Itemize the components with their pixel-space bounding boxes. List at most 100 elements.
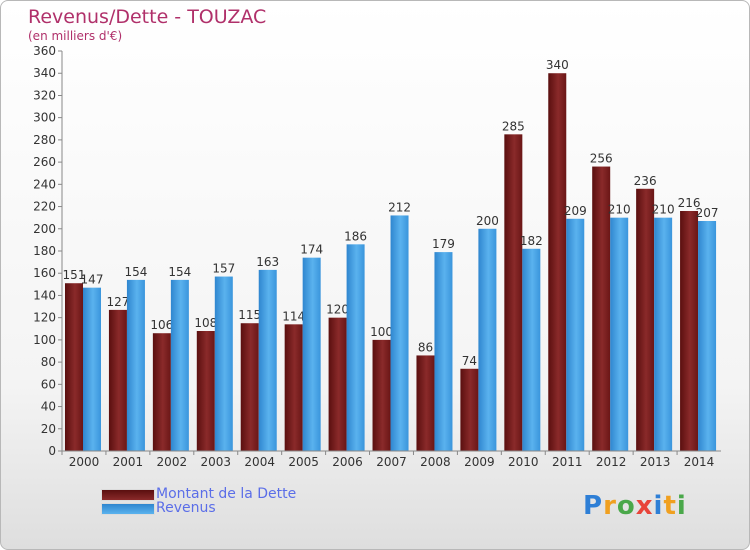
x-tick-label-2009: 2009	[464, 455, 495, 469]
bar-debt-2000	[65, 283, 83, 451]
data-label-revenue-2002: 154	[168, 265, 191, 279]
data-label-revenue-2004: 163	[256, 255, 279, 269]
data-label-revenue-2014: 207	[696, 206, 719, 220]
chart-title: Revenus/Dette - TOUZAC	[28, 6, 267, 28]
bar-revenue-2001	[126, 279, 145, 451]
data-label-revenue-2001: 154	[124, 265, 147, 279]
data-label-revenue-2011: 209	[564, 204, 587, 218]
bar-debt-2010	[504, 134, 523, 452]
data-label-debt-2013: 236	[634, 174, 657, 188]
logo-letter: P	[583, 491, 604, 521]
x-tick-label-2010: 2010	[508, 455, 539, 469]
legend-label-revenue: Revenus	[156, 500, 216, 516]
logo-letter: x	[635, 491, 654, 521]
chart-subtitle: (en milliers d'€)	[28, 29, 123, 43]
x-tick-label-2007: 2007	[376, 455, 407, 469]
data-label-revenue-2013: 210	[652, 203, 675, 217]
logo-letter: r	[603, 491, 617, 521]
data-label-debt-2009: 74	[462, 354, 477, 368]
y-tick-label-60: 60	[41, 377, 56, 391]
x-tick-label-2008: 2008	[420, 455, 451, 469]
data-label-debt-2006: 120	[326, 303, 349, 317]
bar-debt-2009	[460, 368, 479, 451]
x-tick-label-2013: 2013	[640, 455, 671, 469]
bar-revenue-2007	[390, 215, 409, 451]
x-tick-label-2004: 2004	[244, 455, 275, 469]
bar-revenue-2000	[83, 287, 101, 451]
data-label-revenue-2005: 174	[300, 243, 323, 257]
x-tick-label-2000: 2000	[69, 455, 100, 469]
bar-debt-2007	[372, 339, 391, 451]
bar-debt-2014	[680, 211, 699, 451]
data-label-debt-2004: 115	[238, 308, 261, 322]
data-label-revenue-2012: 210	[608, 203, 631, 217]
y-tick-label-300: 300	[33, 111, 56, 125]
bar-revenue-2005	[302, 257, 321, 451]
data-label-revenue-2006: 186	[344, 229, 367, 243]
bar-debt-2002	[152, 333, 171, 451]
data-label-debt-2005: 114	[282, 309, 305, 323]
legend-swatch-debt	[101, 489, 155, 501]
y-tick-label-100: 100	[33, 333, 56, 347]
data-label-debt-2008: 86	[418, 340, 433, 354]
bar-debt-2004	[240, 323, 259, 451]
y-tick-label-180: 180	[33, 244, 56, 258]
x-tick-label-2001: 2001	[113, 455, 144, 469]
data-label-debt-2000: 151	[63, 268, 86, 282]
bar-revenue-2012	[610, 217, 629, 451]
y-tick-label-360: 360	[33, 44, 56, 58]
bar-debt-2008	[416, 355, 435, 451]
bar-revenue-2010	[522, 248, 541, 451]
bar-debt-2005	[284, 324, 303, 451]
y-tick-label-80: 80	[41, 355, 56, 369]
bar-revenue-2011	[566, 218, 585, 451]
y-tick-label-340: 340	[33, 66, 56, 80]
y-tick-label-20: 20	[41, 422, 56, 436]
y-tick-label-280: 280	[33, 133, 56, 147]
y-tick-label-0: 0	[48, 444, 56, 458]
x-tick-label-2003: 2003	[200, 455, 231, 469]
data-label-debt-2007: 100	[370, 325, 393, 339]
x-tick-label-2006: 2006	[332, 455, 363, 469]
bar-debt-2001	[108, 309, 127, 451]
bar-debt-2003	[196, 331, 215, 451]
y-tick-label-200: 200	[33, 222, 56, 236]
bar-revenue-2004	[258, 269, 277, 451]
data-label-debt-2002: 106	[150, 318, 173, 332]
bar-revenue-2002	[170, 279, 189, 451]
x-tick-label-2012: 2012	[596, 455, 627, 469]
y-tick-label-40: 40	[41, 400, 56, 414]
data-label-revenue-2008: 179	[432, 237, 455, 251]
logo-letter: t	[663, 491, 677, 521]
logo-letter: i	[653, 491, 664, 521]
data-label-revenue-2000: 147	[81, 273, 104, 287]
bar-debt-2012	[592, 166, 611, 452]
y-tick-label-320: 320	[33, 88, 56, 102]
data-label-debt-2001: 127	[106, 295, 129, 309]
bar-revenue-2014	[698, 221, 717, 451]
bar-revenue-2008	[434, 252, 453, 451]
data-label-revenue-2009: 200	[476, 214, 499, 228]
proxiti-logo: Proxiti	[583, 491, 687, 521]
bar-revenue-2009	[478, 228, 497, 451]
bar-debt-2013	[636, 188, 655, 451]
data-label-debt-2003: 108	[194, 316, 217, 330]
y-tick-label-240: 240	[33, 177, 56, 191]
bar-revenue-2013	[654, 217, 673, 451]
data-label-revenue-2003: 157	[212, 262, 235, 276]
x-tick-label-2005: 2005	[288, 455, 319, 469]
bar-debt-2006	[328, 317, 347, 451]
data-label-debt-2014: 216	[678, 196, 701, 210]
bar-revenue-2003	[214, 276, 233, 451]
y-tick-label-260: 260	[33, 155, 56, 169]
bar-revenue-2006	[346, 244, 365, 451]
y-tick-label-140: 140	[33, 288, 56, 302]
x-tick-label-2014: 2014	[684, 455, 715, 469]
data-label-debt-2010: 285	[502, 119, 525, 133]
legend-swatch-revenue	[101, 503, 155, 515]
legend-label-debt: Montant de la Dette	[156, 486, 297, 502]
data-label-revenue-2010: 182	[520, 234, 543, 248]
y-tick-label-220: 220	[33, 200, 56, 214]
